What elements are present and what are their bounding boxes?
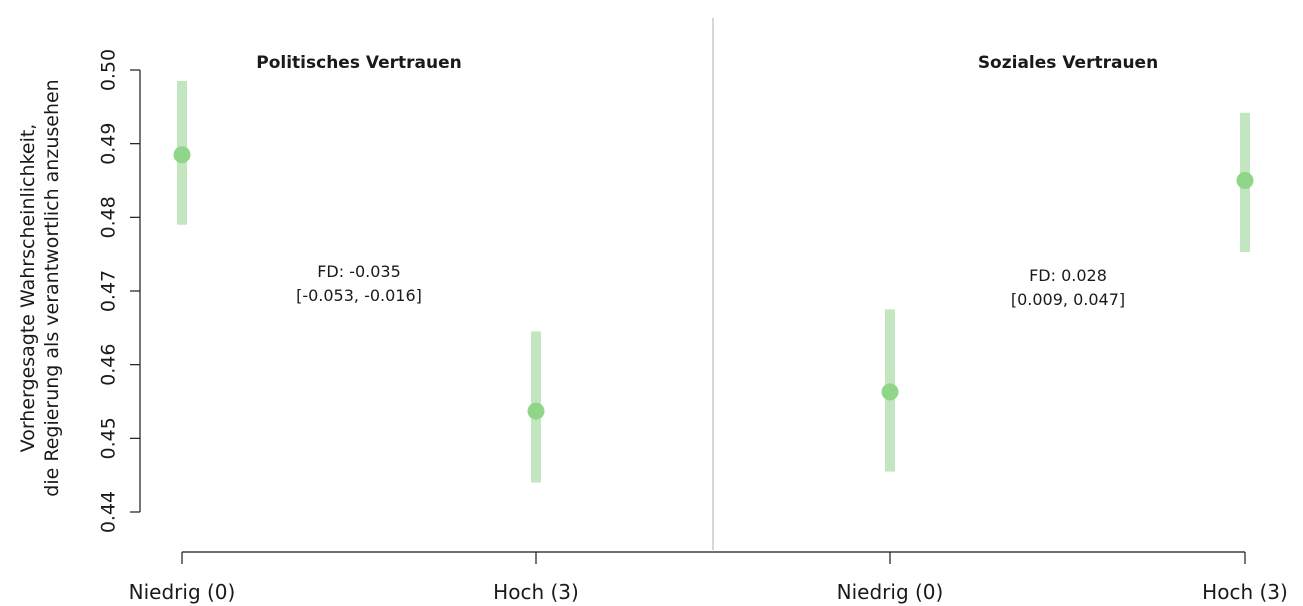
y-tick-label: 0.48 xyxy=(98,196,120,238)
panel-title-political-trust: Politisches Vertrauen xyxy=(256,53,461,73)
y-tick-label: 0.46 xyxy=(98,344,120,386)
y-axis-title-line-1: Vorhergesagte Wahrscheinlichkeit, xyxy=(17,124,39,453)
x-tick-label: Hoch (3) xyxy=(1202,580,1288,604)
panel-title-social-trust: Soziales Vertrauen xyxy=(978,53,1158,73)
point-estimate xyxy=(881,383,899,401)
x-tick-label: Niedrig (0) xyxy=(837,580,944,604)
annotation-fd-political: FD: -0.035 xyxy=(317,262,401,281)
x-tick-label: Hoch (3) xyxy=(493,580,579,604)
y-axis-title-line-2: die Regierung als verantwortlich anzuseh… xyxy=(41,79,63,496)
annotation-political-trust: FD: -0.035 [-0.053, -0.016] xyxy=(296,262,422,305)
y-tick-label: 0.50 xyxy=(98,49,120,91)
y-axis-title: Vorhergesagte Wahrscheinlichkeit, die Re… xyxy=(17,79,63,496)
x-axis-ticks: Niedrig (0) Hoch (3) Niedrig (0) Hoch (3) xyxy=(129,552,1288,604)
y-tick-label: 0.44 xyxy=(98,491,120,533)
y-tick-label: 0.47 xyxy=(98,270,120,312)
annotation-ci-political: [-0.053, -0.016] xyxy=(296,286,422,305)
y-tick-label: 0.45 xyxy=(98,417,120,459)
point-estimate xyxy=(1236,172,1254,189)
annotation-ci-social: [0.009, 0.047] xyxy=(1011,290,1125,309)
data-marks xyxy=(173,81,1254,483)
y-tick-label: 0.49 xyxy=(98,123,120,165)
y-axis-ticks: 0.44 0.45 0.46 0.47 0.48 0.49 0.50 xyxy=(98,49,140,533)
point-estimate xyxy=(173,146,191,164)
annotation-fd-social: FD: 0.028 xyxy=(1029,266,1107,285)
annotation-social-trust: FD: 0.028 [0.009, 0.047] xyxy=(1011,266,1125,309)
x-tick-label: Niedrig (0) xyxy=(129,580,236,604)
point-estimate xyxy=(527,402,545,420)
